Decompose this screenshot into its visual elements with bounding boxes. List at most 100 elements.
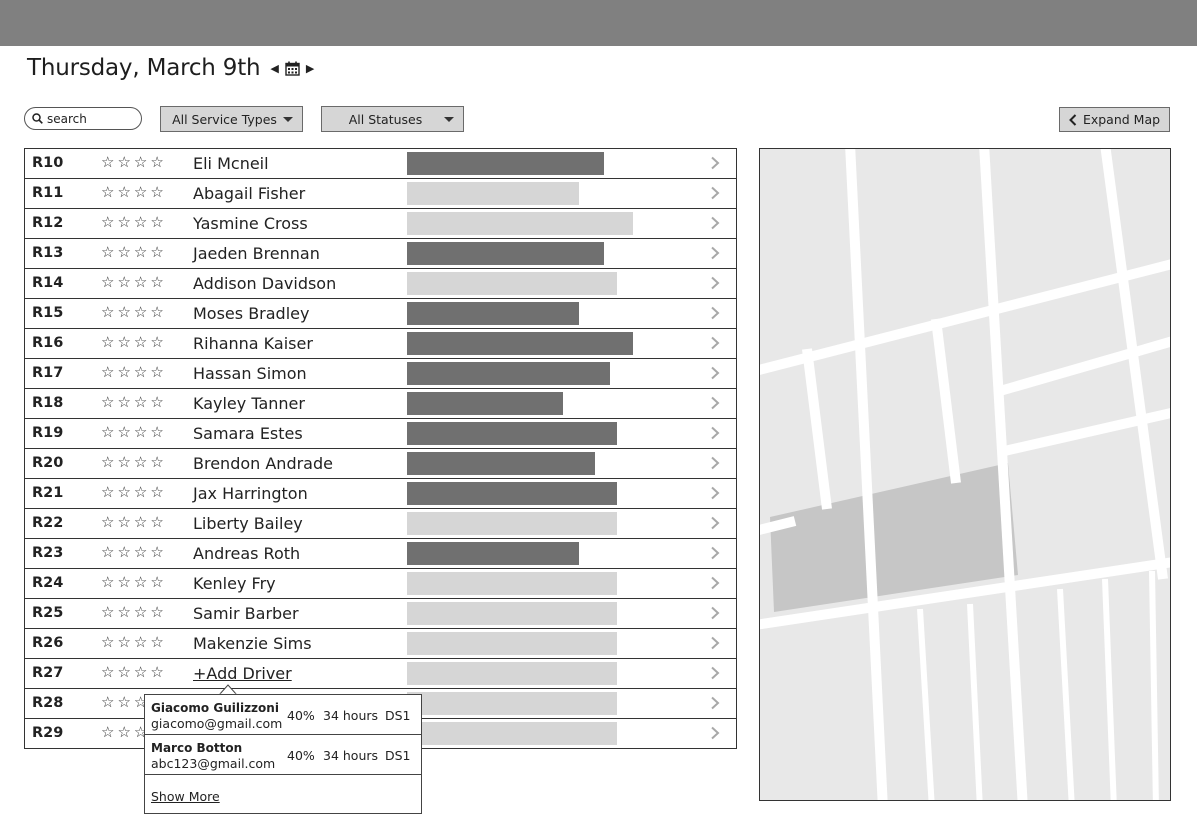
route-row[interactable]: R27 ☆☆☆☆ +Add Driver <box>25 659 736 689</box>
driver-option-tag: DS1 <box>385 748 411 763</box>
chevron-right-icon[interactable] <box>708 546 722 560</box>
star-outline-icon[interactable]: ☆☆☆☆ <box>101 453 167 471</box>
driver-option-percent: 40% <box>287 708 315 723</box>
route-progress-bar <box>407 272 617 295</box>
caret-right-icon[interactable]: ▶ <box>305 61 315 75</box>
chevron-right-icon[interactable] <box>708 606 722 620</box>
chevron-right-icon[interactable] <box>708 516 722 530</box>
top-app-bar <box>0 0 1197 46</box>
chevron-right-icon[interactable] <box>708 246 722 260</box>
route-row[interactable]: R22 ☆☆☆☆ Liberty Bailey <box>25 509 736 539</box>
route-id: R25 <box>32 605 64 621</box>
chevron-right-icon[interactable] <box>708 396 722 410</box>
route-row[interactable]: R23 ☆☆☆☆ Andreas Roth <box>25 539 736 569</box>
status-dropdown[interactable]: All Statuses <box>321 106 464 132</box>
star-outline-icon[interactable]: ☆☆☆☆ <box>101 543 167 561</box>
driver-option-hours: 34 hours <box>323 708 379 723</box>
route-row[interactable]: R25 ☆☆☆☆ Samir Barber <box>25 599 736 629</box>
star-outline-icon[interactable]: ☆☆☆☆ <box>101 423 167 441</box>
show-more-link[interactable]: Show More <box>151 789 220 804</box>
driver-option[interactable]: Marco Botton abc123@gmail.com 40% 34 hou… <box>145 735 421 775</box>
route-progress-bar <box>407 392 563 415</box>
chevron-down-icon <box>283 117 293 122</box>
chevron-right-icon[interactable] <box>708 186 722 200</box>
route-id: R10 <box>32 155 64 171</box>
chevron-right-icon[interactable] <box>708 276 722 290</box>
route-id: R14 <box>32 275 64 291</box>
driver-option-hours: 34 hours <box>323 748 379 763</box>
chevron-right-icon[interactable] <box>708 306 722 320</box>
star-outline-icon[interactable]: ☆☆☆☆ <box>101 573 167 591</box>
chevron-right-icon[interactable] <box>708 156 722 170</box>
route-map[interactable] <box>759 148 1171 801</box>
star-outline-icon[interactable]: ☆☆☆☆ <box>101 603 167 621</box>
chevron-right-icon[interactable] <box>708 366 722 380</box>
route-row[interactable]: R12 ☆☆☆☆ Yasmine Cross <box>25 209 736 239</box>
chevron-right-icon[interactable] <box>708 456 722 470</box>
expand-map-button[interactable]: Expand Map <box>1059 107 1170 132</box>
chevron-right-icon[interactable] <box>708 486 722 500</box>
route-progress-bar <box>407 302 579 325</box>
route-row[interactable]: R26 ☆☆☆☆ Makenzie Sims <box>25 629 736 659</box>
star-outline-icon[interactable]: ☆☆☆☆ <box>101 153 167 171</box>
add-driver-link[interactable]: +Add Driver <box>193 664 292 683</box>
star-outline-icon[interactable]: ☆☆☆☆ <box>101 243 167 261</box>
star-outline-icon[interactable]: ☆☆☆☆ <box>101 633 167 651</box>
chevron-right-icon[interactable] <box>708 666 722 680</box>
driver-name: Eli Mcneil <box>193 154 269 173</box>
star-outline-icon[interactable]: ☆☆☆☆ <box>101 213 167 231</box>
chevron-right-icon[interactable] <box>708 426 722 440</box>
calendar-icon[interactable] <box>285 61 300 76</box>
date-header: Thursday, March 9th ◀ ▶ <box>27 52 314 84</box>
route-row[interactable]: R16 ☆☆☆☆ Rihanna Kaiser <box>25 329 736 359</box>
route-progress-bar <box>407 182 579 205</box>
star-outline-icon[interactable]: ☆☆☆☆ <box>101 393 167 411</box>
star-outline-icon[interactable]: ☆☆☆☆ <box>101 363 167 381</box>
route-row[interactable]: R20 ☆☆☆☆ Brendon Andrade <box>25 449 736 479</box>
search-input[interactable] <box>43 111 133 126</box>
star-outline-icon[interactable]: ☆☆☆☆ <box>101 333 167 351</box>
route-row[interactable]: R18 ☆☆☆☆ Kayley Tanner <box>25 389 736 419</box>
star-outline-icon[interactable]: ☆☆☆☆ <box>101 663 167 681</box>
driver-name: Samara Estes <box>193 424 303 443</box>
star-outline-icon[interactable]: ☆☆☆☆ <box>101 273 167 291</box>
route-row[interactable]: R15 ☆☆☆☆ Moses Bradley <box>25 299 736 329</box>
driver-name: Kenley Fry <box>193 574 276 593</box>
chevron-right-icon[interactable] <box>708 636 722 650</box>
chevron-right-icon[interactable] <box>708 696 722 710</box>
route-progress-bar <box>407 422 617 445</box>
service-type-dropdown[interactable]: All Service Types <box>160 106 303 132</box>
chevron-down-icon <box>444 117 454 122</box>
route-id: R24 <box>32 575 64 591</box>
chevron-right-icon[interactable] <box>708 726 722 740</box>
route-progress-bar <box>407 662 617 685</box>
route-row[interactable]: R19 ☆☆☆☆ Samara Estes <box>25 419 736 449</box>
route-row[interactable]: R14 ☆☆☆☆ Addison Davidson <box>25 269 736 299</box>
route-row[interactable]: R11 ☆☆☆☆ Abagail Fisher <box>25 179 736 209</box>
chevron-right-icon[interactable] <box>708 336 722 350</box>
star-outline-icon[interactable]: ☆☆☆☆ <box>101 483 167 501</box>
route-row[interactable]: R17 ☆☆☆☆ Hassan Simon <box>25 359 736 389</box>
route-row[interactable]: R24 ☆☆☆☆ Kenley Fry <box>25 569 736 599</box>
route-row[interactable]: R21 ☆☆☆☆ Jax Harrington <box>25 479 736 509</box>
chevron-right-icon[interactable] <box>708 576 722 590</box>
page-title: Thursday, March 9th <box>27 55 261 81</box>
search-icon <box>32 113 43 124</box>
search-box[interactable] <box>24 107 142 130</box>
route-id: R16 <box>32 335 64 351</box>
star-outline-icon[interactable]: ☆☆☆☆ <box>101 183 167 201</box>
star-outline-icon[interactable]: ☆☆☆☆ <box>101 513 167 531</box>
driver-picker-popover: Giacomo Guilizzoni giacomo@gmail.com 40%… <box>144 694 422 814</box>
map-canvas <box>760 149 1170 800</box>
driver-option-name: Marco Botton <box>151 741 243 755</box>
route-progress-bar <box>407 212 633 235</box>
route-progress-bar <box>407 482 617 505</box>
chevron-right-icon[interactable] <box>708 216 722 230</box>
route-progress-bar <box>407 332 633 355</box>
caret-left-icon[interactable]: ◀ <box>270 61 279 75</box>
route-row[interactable]: R13 ☆☆☆☆ Jaeden Brennan <box>25 239 736 269</box>
star-outline-icon[interactable]: ☆☆☆☆ <box>101 303 167 321</box>
route-row[interactable]: R10 ☆☆☆☆ Eli Mcneil <box>25 149 736 179</box>
driver-option[interactable]: Giacomo Guilizzoni giacomo@gmail.com 40%… <box>145 695 421 735</box>
driver-name: Moses Bradley <box>193 304 310 323</box>
